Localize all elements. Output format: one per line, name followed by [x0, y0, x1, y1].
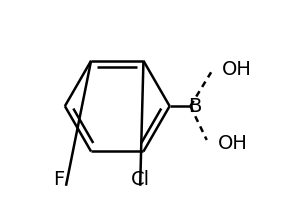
Text: F: F: [53, 170, 64, 189]
Text: Cl: Cl: [130, 170, 150, 189]
Text: OH: OH: [222, 59, 252, 78]
Text: OH: OH: [218, 134, 248, 153]
Text: B: B: [188, 97, 201, 116]
